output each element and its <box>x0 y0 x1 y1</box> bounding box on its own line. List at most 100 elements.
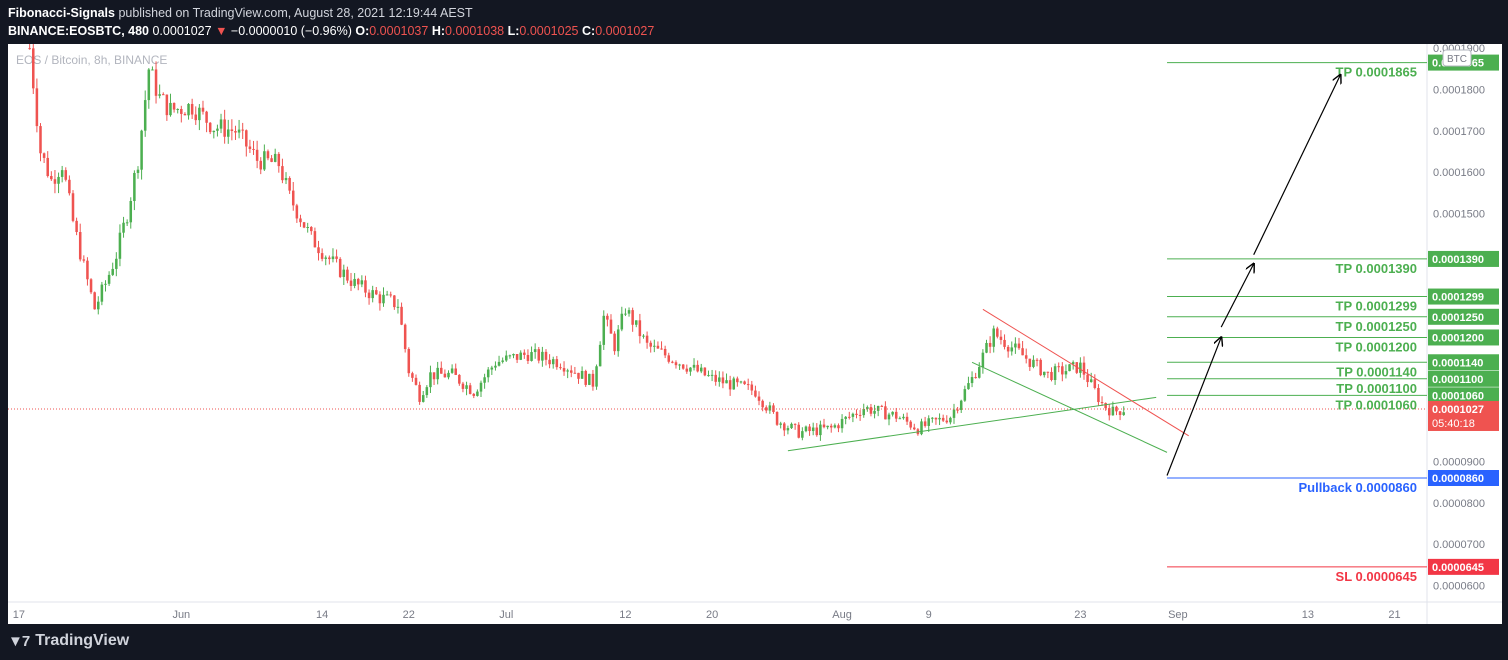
candle-body <box>699 367 703 372</box>
candle-body <box>421 395 425 402</box>
candle-body <box>472 393 476 396</box>
candle-body <box>396 306 400 308</box>
level-badge-text: 0.0001140 <box>1432 357 1483 369</box>
candle-body <box>725 380 728 384</box>
candle-body <box>360 280 364 285</box>
level-badge-text: 0.0001390 <box>1432 254 1484 266</box>
time-tick-label: 9 <box>926 609 932 621</box>
candle-body <box>465 385 468 389</box>
candle-body <box>573 372 577 374</box>
candle-body <box>909 421 912 428</box>
candle-body <box>46 157 49 177</box>
candle-body <box>367 292 371 299</box>
candle-body <box>486 369 490 378</box>
candle-body <box>458 374 461 384</box>
candle-body <box>328 257 331 260</box>
candle-body <box>764 407 768 411</box>
candle-body <box>584 370 587 385</box>
time-tick-label: 12 <box>619 609 631 621</box>
candle-body <box>754 390 757 397</box>
down-arrow-icon: ▼ <box>215 24 228 38</box>
candle-body <box>815 427 819 436</box>
candle-body <box>551 359 555 365</box>
candle-body <box>226 129 230 137</box>
candle-body <box>732 378 736 390</box>
candle-body <box>1111 406 1115 416</box>
candle-body <box>638 320 642 337</box>
brand-name: TradingView <box>35 632 130 649</box>
candle-body <box>129 201 133 223</box>
candle-body <box>35 88 39 127</box>
high-label: H: <box>431 24 446 38</box>
candle-body <box>454 368 457 375</box>
candle-body <box>548 359 551 365</box>
candle-body <box>371 290 374 299</box>
candle-body <box>1028 358 1032 367</box>
price-tick-label: 0.0000600 <box>1433 580 1485 592</box>
level-label: SL 0.0000645 <box>1336 569 1417 584</box>
price-chart[interactable]: 0.00019000.00018000.00017000.00016000.00… <box>8 44 1502 624</box>
candle-body <box>245 130 248 147</box>
candle-body <box>198 107 201 121</box>
tradingview-logo-icon: ▼7 <box>8 632 30 650</box>
candle-body <box>230 129 234 131</box>
candle-body <box>653 345 656 347</box>
candle-body <box>259 160 263 170</box>
open-value: 0.0001037 <box>369 24 429 38</box>
candle-body <box>468 385 472 394</box>
candle-body <box>609 319 613 334</box>
chart-plot-area[interactable]: 0.00019000.00018000.00017000.00016000.00… <box>8 44 1502 624</box>
candle-body <box>1043 371 1046 376</box>
candle-body <box>1071 362 1075 365</box>
candle-body <box>967 383 970 390</box>
candle-body <box>1122 412 1125 415</box>
candle-body <box>952 409 956 418</box>
candle-body <box>494 365 497 368</box>
candle-body <box>988 342 992 347</box>
candle-body <box>125 222 129 224</box>
candle-body <box>356 278 360 285</box>
candle-body <box>707 375 710 377</box>
candle-body <box>295 205 299 219</box>
candle-body <box>786 428 790 431</box>
forecast-arrow <box>1166 337 1221 476</box>
candle-body <box>559 367 562 369</box>
level-price-badge <box>1428 329 1499 346</box>
candle-body <box>959 400 963 410</box>
candle-body <box>414 377 418 385</box>
time-tick-label: 23 <box>1074 609 1086 621</box>
candle-body <box>996 328 999 337</box>
header-line-1: Fibonacci-Signals published on TradingVi… <box>8 4 654 22</box>
candle-body <box>86 260 89 280</box>
candle-body <box>829 425 833 428</box>
candle-body <box>703 367 707 376</box>
candle-body <box>523 352 526 355</box>
candle-body <box>862 408 865 416</box>
candle-body <box>634 320 638 325</box>
candle-body <box>963 389 967 401</box>
level-label: TP 0.0001200 <box>1336 339 1417 354</box>
candle-body <box>284 177 288 181</box>
author-name[interactable]: Fibonacci-Signals <box>8 6 115 20</box>
candle-body <box>761 400 764 408</box>
candle-body <box>346 269 349 281</box>
candle-body <box>945 420 949 423</box>
candle-body <box>57 176 60 184</box>
candle-body <box>270 158 273 162</box>
time-tick-label: Jul <box>499 609 513 621</box>
time-tick-label: Aug <box>832 609 852 621</box>
level-label: Pullback 0.0000860 <box>1298 480 1417 495</box>
candle-body <box>1097 387 1100 403</box>
candle-body <box>147 69 151 101</box>
candle-body <box>252 148 255 150</box>
candle-body <box>746 384 750 386</box>
candle-body <box>905 416 909 422</box>
high-value: 0.0001038 <box>445 24 505 38</box>
candle-body <box>425 387 429 396</box>
candle-body <box>1068 364 1071 372</box>
candle-body <box>338 258 342 277</box>
candle-body <box>483 377 486 383</box>
candle-body <box>317 247 320 254</box>
candle-body <box>902 416 905 419</box>
close-value: 0.0001027 <box>595 24 655 38</box>
